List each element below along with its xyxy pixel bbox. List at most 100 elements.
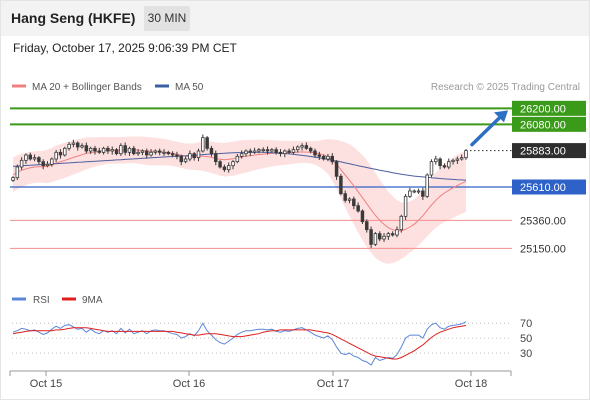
level-label: 25360.00	[520, 215, 566, 227]
time-tick-label: Oct 18	[455, 378, 487, 390]
level-label: 25150.00	[520, 243, 566, 255]
candle-body	[145, 150, 149, 156]
candle-body	[265, 149, 270, 152]
price-levels-layer: 26200.00 26080.00 25883.00 25610.00 25360.00…	[10, 100, 586, 256]
candle	[365, 219, 369, 233]
candle	[110, 146, 114, 155]
candle-body	[270, 149, 274, 152]
candle	[19, 157, 24, 170]
level-label-box	[512, 116, 586, 132]
candle-body	[334, 161, 339, 177]
candle-body	[252, 150, 257, 153]
candle-body	[257, 149, 261, 152]
candle	[58, 149, 63, 159]
candle	[464, 149, 468, 160]
candle-body	[300, 145, 304, 148]
candle	[84, 142, 89, 154]
candle	[123, 142, 127, 156]
rsi-tick-label: 70	[520, 318, 532, 330]
candle-body	[308, 147, 313, 152]
candle	[390, 231, 395, 237]
level-label-box	[512, 100, 586, 116]
candle	[330, 153, 334, 165]
candle	[218, 160, 222, 169]
candle	[201, 134, 205, 153]
candle	[274, 147, 278, 155]
research-credit: Research © 2025 Trading Central	[431, 82, 580, 93]
chart-datetime: Friday, October 17, 2025 9:06:39 PM CET	[13, 41, 237, 55]
candle-body	[127, 147, 132, 153]
candle	[313, 148, 317, 158]
candle	[352, 196, 356, 210]
candle	[192, 152, 196, 161]
candle-body	[429, 161, 434, 176]
level-label: 25610.00	[520, 182, 566, 194]
candle	[321, 154, 326, 161]
level-label: 25883.00	[520, 146, 566, 158]
candle-body	[304, 145, 309, 149]
candle	[50, 157, 54, 167]
candle-body	[123, 145, 127, 153]
candle-body	[373, 233, 378, 245]
candle-body	[41, 161, 45, 167]
candle	[347, 197, 352, 204]
candle-body	[32, 157, 37, 160]
candle	[434, 155, 438, 165]
candle	[425, 173, 429, 198]
rsi-line	[12, 321, 467, 366]
candle-body	[132, 147, 136, 155]
candle	[88, 146, 93, 154]
candle-body	[88, 147, 93, 152]
candle-body	[140, 150, 145, 153]
legend-label: MA 20 + Bollinger Bands	[32, 82, 142, 93]
candle	[170, 151, 175, 158]
time-tick-label: Oct 15	[30, 378, 62, 390]
candle-body	[106, 147, 110, 152]
candle-body	[412, 190, 416, 193]
candle	[334, 160, 339, 180]
candle	[188, 150, 192, 162]
candle-body	[19, 159, 24, 168]
candle	[140, 149, 145, 156]
candle	[114, 148, 119, 156]
candle	[416, 188, 421, 194]
candle-body	[11, 177, 15, 181]
candle-body	[369, 229, 373, 245]
candle-body	[244, 150, 248, 155]
candle	[399, 214, 404, 233]
candle-body	[455, 158, 460, 161]
candle	[339, 173, 343, 196]
candle-body	[196, 150, 201, 159]
candle-body	[382, 235, 386, 240]
forecast-arrow-shaft	[470, 113, 504, 147]
candle-body	[365, 221, 369, 231]
candle-body	[283, 150, 287, 155]
candle-body	[434, 158, 438, 163]
candle	[261, 147, 265, 153]
candle	[438, 157, 442, 170]
candle	[451, 158, 455, 165]
candle-body	[37, 157, 41, 163]
candle	[403, 193, 408, 220]
candle-body	[45, 163, 50, 167]
candle-body	[459, 157, 464, 160]
candle-body	[421, 190, 425, 197]
level-label-box	[512, 179, 586, 195]
candle	[429, 159, 434, 178]
candle-body	[157, 150, 162, 153]
candle	[157, 148, 162, 156]
candle-body	[175, 154, 179, 157]
candle-body	[464, 150, 468, 159]
rsi-tick-label: 30	[520, 348, 532, 360]
candle-body	[205, 137, 209, 149]
candle-body	[101, 147, 106, 153]
candle	[80, 143, 84, 149]
forecast-arrow-head	[494, 110, 508, 123]
candle	[252, 147, 257, 154]
timeframe-button[interactable]: 30 MIN	[144, 6, 190, 31]
candle	[205, 136, 209, 151]
candle-body	[403, 195, 408, 217]
candle-body	[201, 137, 205, 152]
level-label: 26080.00	[520, 119, 566, 131]
candle	[231, 160, 235, 170]
